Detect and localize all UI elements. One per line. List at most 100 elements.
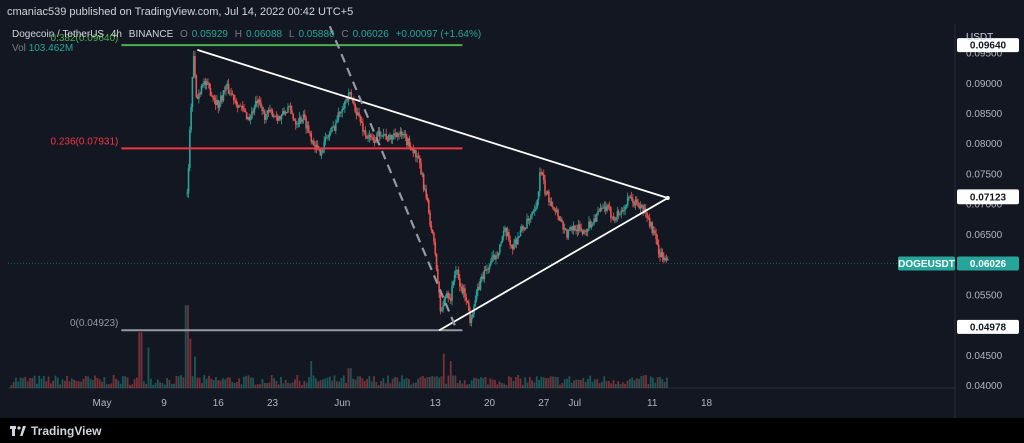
volume-bar — [163, 384, 166, 388]
candle-body — [232, 94, 235, 101]
volume-bar — [582, 377, 585, 388]
volume-bar — [354, 379, 357, 388]
candle-body — [350, 92, 353, 99]
interval[interactable]: 4h — [110, 29, 122, 40]
candle-body — [577, 224, 580, 232]
candle-body — [210, 95, 213, 97]
candle-body — [446, 292, 448, 298]
volume-bar — [398, 381, 401, 388]
volume-bar — [194, 356, 196, 388]
volume-bar — [333, 375, 336, 388]
volume-bar — [152, 384, 155, 388]
candle-body — [344, 100, 346, 109]
projection-dashed-line — [328, 25, 458, 331]
candle-body — [456, 269, 459, 271]
volume-bar — [494, 380, 496, 388]
volume-bar — [15, 377, 17, 388]
candle-body — [208, 82, 211, 89]
volume-bar — [96, 377, 99, 388]
candle-body — [285, 111, 288, 113]
volume-bar — [289, 383, 292, 388]
candle-body — [564, 228, 567, 230]
candle-body — [570, 227, 572, 230]
candle-body — [212, 95, 214, 98]
candle-body — [333, 126, 336, 131]
candle-body — [307, 125, 310, 132]
volume-bar — [135, 377, 138, 388]
volume-bar — [326, 377, 329, 388]
volume-bar — [208, 375, 210, 388]
volume-bar — [561, 383, 564, 388]
candle-body — [449, 298, 452, 301]
candle-body — [396, 133, 399, 137]
candle-body — [303, 114, 306, 118]
volume-bar — [517, 375, 520, 388]
candle-body — [240, 105, 243, 107]
candle-body — [288, 105, 291, 107]
candle-body — [553, 207, 555, 210]
symbol-name[interactable]: Dogecoin / TetherUS — [12, 29, 105, 40]
volume-bar — [254, 384, 257, 388]
volume-bar — [366, 379, 368, 388]
volume-bar — [447, 375, 450, 388]
volume-bar — [131, 384, 134, 388]
volume-bar — [391, 378, 394, 388]
candle-body — [464, 288, 466, 298]
candle-body — [559, 219, 562, 221]
price-axis-label-bg — [957, 190, 1019, 205]
candle-body — [258, 99, 261, 103]
volume-bar — [356, 376, 359, 388]
high-label: H — [234, 29, 242, 40]
volume-bar — [210, 378, 213, 388]
volume-bar — [512, 380, 515, 388]
volume-bar — [328, 376, 331, 388]
volume-bar — [394, 376, 396, 388]
volume-bar — [189, 338, 192, 388]
volume-bar — [382, 378, 385, 388]
candle-body — [585, 231, 588, 233]
volume-bar — [566, 378, 568, 388]
candle-body — [426, 197, 429, 201]
candle-body — [524, 228, 527, 230]
close-label: C — [341, 29, 349, 40]
candle-body — [619, 214, 621, 215]
candle-body — [654, 230, 656, 234]
candle-body — [550, 201, 553, 206]
volume-bar — [75, 380, 78, 388]
candle-body — [648, 218, 651, 227]
volume-bar — [412, 382, 415, 388]
candle-body — [196, 96, 199, 99]
candle-body — [502, 230, 505, 237]
volume-bar — [466, 384, 468, 388]
volume-bar — [359, 376, 361, 388]
volume-bar — [198, 377, 201, 388]
candle-body — [297, 123, 300, 125]
candle-body — [218, 102, 221, 109]
price-axis-label-bg — [957, 38, 1019, 53]
tradingview-logo[interactable]: TradingView — [10, 424, 101, 438]
candle-body — [551, 205, 554, 208]
volume-bar — [68, 381, 71, 388]
candle-body — [394, 133, 397, 135]
volume-bar — [370, 381, 373, 388]
tradingview-brand: TradingView — [31, 424, 102, 438]
candle-body — [588, 221, 590, 230]
volume-bar — [280, 376, 282, 388]
candle-body — [633, 202, 635, 206]
volume-bar — [173, 383, 175, 388]
volume-bar — [261, 378, 264, 388]
volume-bar — [133, 378, 136, 388]
volume-bar — [589, 375, 592, 388]
candle-body — [487, 269, 490, 270]
candle-body — [483, 270, 486, 280]
volume-bar — [154, 383, 157, 388]
volume-bar — [361, 378, 364, 388]
candle-body — [341, 108, 344, 113]
candle-body — [261, 107, 263, 111]
volume-bar — [70, 378, 73, 388]
candle-body — [332, 126, 335, 128]
volume-bar — [514, 377, 517, 388]
candle-body — [322, 148, 324, 153]
candle-body — [557, 209, 559, 217]
volume-bar — [384, 383, 387, 388]
